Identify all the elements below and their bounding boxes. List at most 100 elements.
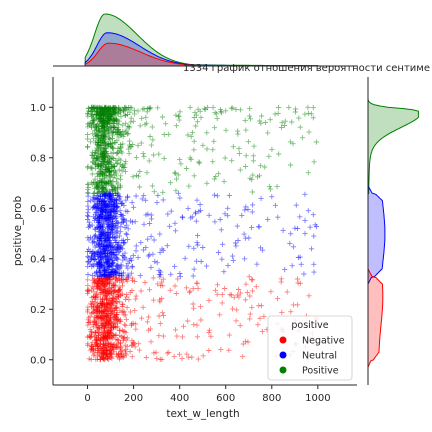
point-negative [89, 339, 95, 345]
point-positive [202, 106, 208, 113]
point-negative [88, 356, 94, 363]
point-negative [124, 344, 130, 350]
point-negative [183, 285, 190, 291]
point-neutral [135, 254, 141, 260]
point-neutral [114, 252, 120, 258]
point-positive [210, 147, 216, 153]
point-positive [117, 161, 123, 167]
point-negative [123, 316, 129, 322]
point-neutral [297, 214, 303, 220]
point-positive [99, 152, 105, 158]
point-positive [123, 158, 129, 164]
point-neutral [230, 257, 236, 263]
point-negative [157, 321, 163, 327]
point-positive [111, 124, 117, 130]
point-neutral [87, 234, 94, 240]
point-negative [132, 278, 138, 285]
point-negative [166, 349, 172, 355]
point-positive [119, 150, 125, 156]
point-neutral [111, 257, 117, 264]
point-negative [113, 298, 119, 305]
point-positive [156, 151, 162, 157]
point-neutral [147, 220, 153, 227]
point-neutral [160, 247, 166, 253]
point-neutral [198, 258, 204, 265]
point-neutral [200, 244, 206, 251]
y-tick-label-4: 0.8 [30, 153, 46, 164]
point-positive [306, 129, 312, 135]
point-positive [122, 104, 128, 111]
point-positive [172, 170, 178, 176]
point-neutral [195, 242, 201, 248]
point-neutral [260, 247, 266, 253]
point-neutral [101, 206, 107, 213]
point-positive [147, 106, 153, 112]
point-negative [157, 356, 163, 362]
point-negative [92, 337, 99, 343]
point-negative [116, 351, 122, 357]
point-negative [88, 300, 94, 306]
legend-label-positive: Positive [302, 366, 339, 377]
point-negative [85, 322, 91, 328]
point-positive [296, 115, 302, 121]
point-neutral [113, 239, 119, 246]
point-negative [132, 308, 138, 314]
point-negative [294, 276, 300, 282]
y-axis-ticks: 0.0 0.2 0.4 0.6 0.8 1.0 [30, 103, 53, 366]
point-neutral [311, 233, 317, 239]
point-negative [94, 307, 100, 313]
point-positive [278, 124, 285, 131]
point-positive [149, 183, 155, 189]
point-positive [187, 104, 193, 110]
point-positive [147, 133, 153, 140]
point-negative [118, 352, 125, 358]
point-neutral [165, 211, 171, 217]
point-positive [108, 115, 114, 121]
point-negative [98, 309, 104, 315]
point-neutral [225, 263, 231, 269]
point-negative [109, 335, 115, 341]
point-neutral [125, 193, 131, 199]
point-neutral [191, 245, 197, 251]
point-positive [299, 135, 306, 141]
point-negative [95, 348, 101, 354]
point-neutral [109, 270, 115, 276]
point-positive [282, 118, 288, 124]
point-negative [160, 313, 167, 319]
point-positive [193, 123, 199, 129]
point-neutral [193, 218, 199, 224]
point-negative [185, 318, 191, 324]
point-neutral [125, 209, 131, 215]
point-neutral [164, 243, 170, 249]
point-positive [201, 106, 207, 112]
point-positive [250, 158, 256, 164]
point-negative [157, 274, 163, 280]
point-negative [90, 324, 97, 330]
point-positive [106, 135, 113, 141]
point-positive [150, 137, 156, 143]
point-positive [122, 169, 129, 175]
point-negative [127, 348, 133, 355]
point-negative [212, 287, 218, 293]
point-positive [247, 106, 253, 112]
point-negative [85, 309, 91, 315]
point-positive [214, 116, 220, 122]
point-negative [100, 341, 106, 347]
point-positive [115, 125, 121, 131]
point-negative [222, 285, 228, 292]
point-neutral [123, 218, 129, 224]
point-negative [121, 309, 127, 315]
point-negative [179, 334, 186, 340]
point-negative [240, 354, 246, 360]
point-positive [308, 111, 314, 117]
point-neutral [214, 193, 220, 199]
legend-label-neutral: Neutral [302, 351, 337, 362]
point-negative [98, 296, 104, 302]
point-neutral [157, 249, 163, 255]
point-positive [178, 161, 184, 167]
point-negative [107, 335, 113, 341]
x-tick-label-2: 400 [170, 393, 189, 404]
point-neutral [123, 197, 129, 203]
point-negative [109, 299, 115, 305]
point-negative [288, 309, 294, 315]
